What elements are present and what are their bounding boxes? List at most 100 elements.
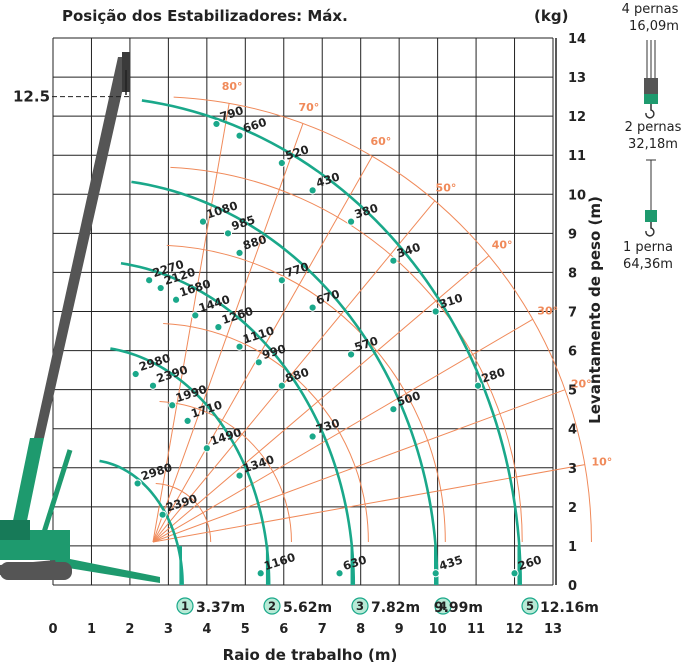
line-count-legend: 4 pernas 16,09m 2 pernas 32,18m 1 perna … xyxy=(622,2,682,272)
height-marker-label: 12.5 xyxy=(13,88,50,106)
load-point xyxy=(257,570,264,577)
load-points: 2980239029802390199017101490134011602270… xyxy=(132,103,543,577)
load-point xyxy=(309,187,316,194)
load-value-label: 520 xyxy=(283,142,310,163)
load-value-label: 770 xyxy=(283,259,310,280)
load-value-label: 310 xyxy=(437,291,464,312)
crane-cab xyxy=(0,520,30,540)
load-point xyxy=(432,570,439,577)
x-tick-label: 9 xyxy=(395,622,404,637)
load-point xyxy=(146,277,153,284)
x-tick-label: 4 xyxy=(202,622,211,637)
load-value-label: 280 xyxy=(480,365,507,386)
load-point xyxy=(390,257,397,264)
load-value-label: 570 xyxy=(353,334,380,355)
load-point xyxy=(199,218,206,225)
radius-marker-label: 9.99m xyxy=(434,600,483,616)
load-point xyxy=(347,218,354,225)
y-tick-label: 13 xyxy=(568,71,586,86)
load-value-label: 880 xyxy=(283,365,310,386)
y-tick-label: 14 xyxy=(568,32,586,47)
x-axis-label: Raio de trabalho (m) xyxy=(223,646,398,664)
y-tick-label: 12 xyxy=(568,110,586,125)
y-tick-label: 9 xyxy=(568,227,577,242)
load-point xyxy=(134,480,141,487)
y-tick-label: 6 xyxy=(568,345,577,360)
y-tick-label: 3 xyxy=(568,462,577,477)
y-tick-label: 8 xyxy=(568,266,577,281)
x-tick-label: 3 xyxy=(164,622,173,637)
legend-two-length: 32,18m xyxy=(628,137,678,152)
x-tick-label: 2 xyxy=(125,622,134,637)
radius-marker-label: 5.62m xyxy=(283,600,332,616)
load-point xyxy=(159,511,166,518)
load-point xyxy=(149,382,156,389)
load-point xyxy=(224,230,231,237)
load-value-label: 1340 xyxy=(241,452,276,475)
load-point xyxy=(192,312,199,319)
y-tick-label: 1 xyxy=(568,540,577,555)
x-tick-label: 6 xyxy=(279,622,288,637)
load-point xyxy=(347,351,354,358)
load-point xyxy=(309,304,316,311)
radius-marker-label: 7.82m xyxy=(371,600,420,616)
x-tick-label: 11 xyxy=(467,622,485,637)
x-tick-label: 13 xyxy=(544,622,562,637)
y-tick-label: 5 xyxy=(568,384,577,399)
load-point xyxy=(215,324,222,331)
load-point xyxy=(236,472,243,479)
load-value-label: 730 xyxy=(314,416,341,437)
legend-one-length: 64,36m xyxy=(623,257,673,272)
load-point xyxy=(309,433,316,440)
y-tick-label: 11 xyxy=(568,149,586,164)
load-point xyxy=(278,382,285,389)
legend-two-pernas: 2 pernas xyxy=(625,120,682,135)
load-point xyxy=(511,570,518,577)
load-point xyxy=(236,343,243,350)
boom-angle-ray xyxy=(153,123,303,542)
two-line-hook-icon xyxy=(645,160,657,236)
load-value-label: 670 xyxy=(314,287,341,308)
boom-angle-label: 70° xyxy=(298,101,319,114)
radius-curve xyxy=(100,461,183,585)
crane-machine xyxy=(0,52,160,583)
radius-marker-number: 2 xyxy=(268,599,276,613)
x-tick-label: 12 xyxy=(505,622,523,637)
load-point xyxy=(132,370,139,377)
boom-angle-label: 10° xyxy=(591,456,612,469)
grid xyxy=(53,38,556,585)
unit-label: (kg) xyxy=(534,7,568,25)
load-point xyxy=(236,249,243,256)
load-point xyxy=(278,277,285,284)
load-point xyxy=(474,382,481,389)
load-point xyxy=(336,570,343,577)
load-point xyxy=(278,159,285,166)
radius-marker-number: 3 xyxy=(356,599,364,613)
load-point xyxy=(236,132,243,139)
load-point xyxy=(432,308,439,315)
boom-angle-label: 60° xyxy=(370,135,391,148)
y-tick-label: 10 xyxy=(568,188,586,203)
y-tick-label: 2 xyxy=(568,501,577,516)
load-point xyxy=(157,284,164,291)
load-point xyxy=(255,359,262,366)
y-axis-label: Levantamento de peso (m) xyxy=(586,196,604,424)
load-point xyxy=(203,445,210,452)
radius-marker-number: 1 xyxy=(181,599,189,613)
crane-boom-dark xyxy=(34,57,130,438)
x-tick-label: 0 xyxy=(48,622,57,637)
radius-marker-number: 5 xyxy=(526,599,534,613)
load-point xyxy=(213,120,220,127)
x-tick-label: 10 xyxy=(429,622,447,637)
load-point xyxy=(390,406,397,413)
x-tick-label: 7 xyxy=(318,622,327,637)
load-value-label: 1110 xyxy=(241,323,276,346)
load-point xyxy=(172,296,179,303)
legend-four-pernas: 4 pernas xyxy=(622,2,679,17)
y-tick-label: 0 xyxy=(568,579,577,594)
boom-angle-label: 80° xyxy=(222,80,243,93)
radius-marker-label: 12.16m xyxy=(540,600,599,616)
y-tick-label: 4 xyxy=(568,423,577,438)
chart-title: Posição dos Estabilizadores: Máx. xyxy=(62,7,348,25)
